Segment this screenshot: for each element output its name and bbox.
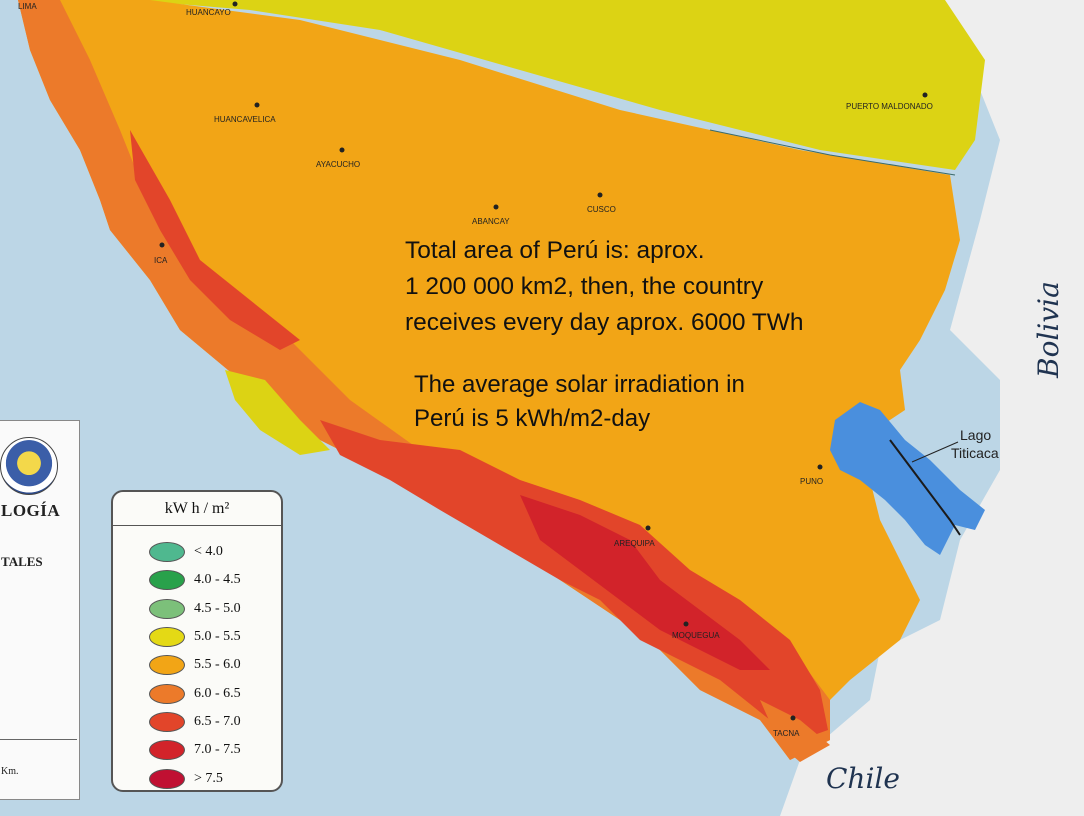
legend-range-label: 5.0 - 5.5 bbox=[194, 629, 241, 645]
city-label-puno: PUNO bbox=[800, 477, 823, 486]
legend-item: 5.0 - 5.5 bbox=[149, 623, 241, 651]
city-label-huancayo: HUANCAYO bbox=[186, 8, 231, 17]
legend-divider bbox=[113, 525, 281, 526]
scale-unit-fragment: Km. bbox=[1, 766, 19, 777]
city-label-moquegua: MOQUEGUA bbox=[672, 631, 720, 640]
city-label-lima: LIMA bbox=[18, 2, 37, 11]
legend-item: 7.0 - 7.5 bbox=[149, 736, 241, 764]
lake-titicaca bbox=[830, 402, 985, 555]
legend-swatch bbox=[149, 711, 185, 732]
region-orange-main bbox=[18, 0, 960, 760]
city-markers bbox=[159, 1, 928, 721]
city-label-ayacucho: AYACUCHO bbox=[316, 160, 360, 169]
legend-range-label: 4.5 - 5.0 bbox=[194, 600, 241, 616]
legend-item: 6.0 - 6.5 bbox=[149, 679, 241, 707]
legend-swatch bbox=[149, 542, 185, 563]
legend-title: kW h / m² bbox=[164, 500, 230, 517]
institution-name-fragment: LOGÍA bbox=[1, 501, 61, 520]
annotation-avg-line2: Perú is 5 kWh/m2-day bbox=[414, 405, 651, 432]
legend-item: 5.5 - 6.0 bbox=[149, 651, 241, 679]
region-dark-red-core bbox=[520, 495, 770, 670]
legend-swatch bbox=[149, 768, 185, 789]
legend-range-label: 5.5 - 6.0 bbox=[194, 657, 241, 673]
annotation-area-line3: receives every day aprox. 6000 TWh bbox=[405, 309, 804, 336]
legend-swatch bbox=[149, 598, 185, 619]
legend-item: 4.5 - 5.0 bbox=[149, 595, 241, 623]
city-label-huancavelica: HUANCAVELICA bbox=[214, 115, 276, 124]
border-line-north bbox=[709, 129, 956, 176]
region-yellow-coast bbox=[225, 370, 330, 455]
legend-swatch bbox=[149, 740, 185, 761]
scale-divider bbox=[0, 739, 77, 740]
legend-item: 4.0 - 4.5 bbox=[149, 566, 241, 594]
legend-swatch bbox=[149, 570, 185, 591]
lake-label-line1: Lago bbox=[960, 427, 991, 443]
legend-item: < 4.0 bbox=[149, 538, 241, 566]
legend-range-label: 6.0 - 6.5 bbox=[194, 685, 241, 701]
country-label-bolivia: Bolivia bbox=[1032, 281, 1065, 379]
legend-swatch bbox=[149, 627, 185, 648]
neighbour-land bbox=[780, 0, 1084, 816]
legend-item: > 7.5 bbox=[149, 764, 241, 792]
region-tacna-tip bbox=[760, 700, 830, 762]
annotation-area-line2: 1 200 000 km2, then, the country bbox=[405, 273, 764, 300]
city-label-arequipa: AREQUIPA bbox=[614, 539, 655, 548]
city-label-puerto-maldonado: PUERTO MALDONADO bbox=[846, 102, 933, 111]
lake-leader-line bbox=[911, 441, 959, 463]
legend-range-label: 7.0 - 7.5 bbox=[194, 742, 241, 758]
border-line bbox=[889, 439, 961, 536]
annotation-total-area: Total area of Perú is: aprox. 1 200 000 … bbox=[405, 233, 804, 341]
annotation-avg-line1: The average solar irradiation in bbox=[414, 371, 745, 398]
city-label-ica: ICA bbox=[154, 256, 168, 265]
region-red-south bbox=[320, 420, 828, 740]
region-yellow-north bbox=[130, 0, 985, 170]
legend-swatch bbox=[149, 655, 185, 676]
legend-range-label: < 4.0 bbox=[194, 544, 223, 560]
city-label-abancay: ABANCAY bbox=[472, 217, 510, 226]
annotation-average-irradiation: The average solar irradiation in Perú is… bbox=[414, 368, 745, 436]
institution-logo bbox=[0, 437, 58, 495]
city-label-tacna: TACNA bbox=[773, 729, 800, 738]
country-label-chile: Chile bbox=[826, 762, 900, 795]
lake-label-line2: Titicaca bbox=[951, 445, 999, 461]
legend: kW h / m² < 4.0 4.0 - 4.5 4.5 - 5.0 5.0 … bbox=[111, 490, 283, 792]
legend-item: 6.5 - 7.0 bbox=[149, 708, 241, 736]
legend-range-label: > 7.5 bbox=[194, 770, 223, 786]
legend-swatch bbox=[149, 683, 185, 704]
annotation-area-line1: Total area of Perú is: aprox. bbox=[405, 237, 705, 264]
info-panel: LOGÍA TALES Km. bbox=[0, 420, 80, 800]
region-red-ica bbox=[130, 130, 300, 350]
legend-range-label: 6.5 - 7.0 bbox=[194, 713, 241, 729]
legend-range-label: 4.0 - 4.5 bbox=[194, 572, 241, 588]
subtitle-fragment: TALES bbox=[1, 554, 43, 569]
legend-list: < 4.0 4.0 - 4.5 4.5 - 5.0 5.0 - 5.5 5.5 … bbox=[149, 538, 241, 793]
city-label-cusco: CUSCO bbox=[587, 205, 616, 214]
